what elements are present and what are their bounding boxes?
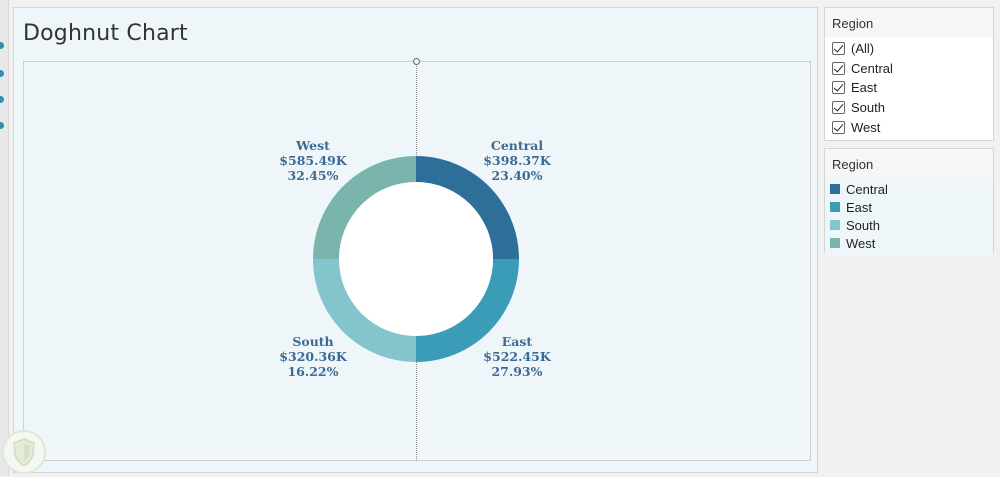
filter-option-central[interactable]: Central [825,59,993,79]
checkbox-checked[interactable] [832,61,845,75]
checkbox-checked[interactable] [832,120,845,134]
donut-chart [313,156,519,362]
filter-title: Region [825,8,993,37]
left-pane-edge [0,0,9,476]
donut-slice-central[interactable] [416,156,519,259]
worksheet-view: Doghnut Chart Central $398.37K 23.40% Ea… [13,7,818,473]
legend-swatch [830,184,840,194]
shield-logo-icon [2,430,46,474]
filter-option-all[interactable]: (All) [825,39,993,59]
slice-percent: 32.45% [287,168,339,183]
filter-option-south[interactable]: South [825,98,993,118]
donut-slice-west[interactable] [313,156,416,259]
left-pane-marker [0,96,4,103]
legend-swatch [830,220,840,230]
filter-options: (All) Central East South West [825,37,993,137]
slice-value: $585.49K [279,153,347,168]
legend-label: South [846,217,880,233]
region-color-legend: Region Central East South West [824,148,994,256]
left-pane-marker [0,70,4,77]
legend-item-central[interactable]: Central [825,180,993,198]
filter-option-label: Central [851,60,893,76]
filter-option-label: West [851,119,881,135]
donut-slice-east[interactable] [416,259,519,362]
slice-name: West [296,138,330,153]
slice-value: $320.36K [279,349,347,364]
slice-name: Central [490,138,544,153]
legend-items: Central East South West [825,178,993,256]
slice-percent: 23.40% [491,168,543,183]
slice-name: South [292,334,334,349]
slice-value: $522.45K [483,349,551,364]
checkbox-checked[interactable] [832,81,845,95]
slice-label-central: Central $398.37K 23.40% [457,138,577,183]
donut-hole [339,182,493,336]
legend-item-east[interactable]: East [825,198,993,216]
legend-item-west[interactable]: West [825,234,993,252]
legend-label: East [846,199,873,215]
slice-percent: 16.22% [287,364,339,379]
slice-label-east: East $522.45K 27.93% [457,334,577,379]
legend-label: Central [846,181,888,197]
filter-option-label: East [851,80,878,96]
slice-percent: 27.93% [491,364,543,379]
slice-value: $398.37K [483,153,551,168]
filter-option-west[interactable]: West [825,117,993,137]
legend-swatch [830,202,840,212]
worksheet-title: Doghnut Chart [23,21,188,46]
filter-option-label: (All) [851,41,875,57]
legend-title: Region [825,149,993,178]
legend-label: West [846,235,876,251]
left-pane-marker [0,42,4,49]
legend-item-south[interactable]: South [825,216,993,234]
left-pane-marker [0,122,4,129]
legend-swatch [830,238,840,248]
region-filter-card: Region (All) Central East South West [824,7,994,141]
checkbox-checked[interactable] [832,42,845,56]
filter-option-east[interactable]: East [825,78,993,98]
filter-option-label: South [851,100,885,116]
slice-name: East [501,334,533,349]
slice-label-west: West $585.49K 32.45% [253,138,373,183]
checkbox-checked[interactable] [832,101,845,115]
slice-label-south: South $320.36K 16.22% [253,334,373,379]
donut-slice-south[interactable] [313,259,416,362]
axis-handle[interactable] [413,58,420,65]
